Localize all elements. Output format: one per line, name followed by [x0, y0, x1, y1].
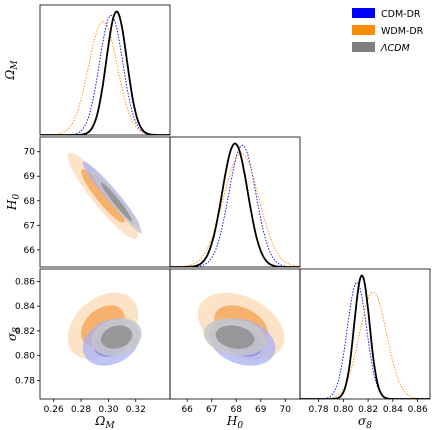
y-tick-label: 0.78: [15, 376, 35, 386]
legend-swatch: [352, 25, 375, 35]
panel-s8-h0: [197, 292, 285, 366]
panel-s8-om: [67, 292, 142, 366]
x-tick-label: 0.84: [383, 405, 403, 415]
legend-label: CDM-DR: [381, 9, 421, 20]
marginal-cdm-s8: [300, 274, 430, 399]
contour-wdmdr-inner: [81, 169, 125, 223]
axes-frame-s8-s8: [299, 268, 431, 400]
x-tick-label: 0.32: [126, 405, 146, 415]
legend-swatch: [352, 42, 375, 52]
x-tick-label: 70: [280, 405, 292, 415]
x-tick-label: 0.78: [309, 405, 329, 415]
x-tick-label: 0.26: [44, 405, 64, 415]
x-tick-label: 69: [255, 405, 267, 415]
panel-h0-om: [67, 152, 142, 240]
x-tick-label: 66: [181, 405, 193, 415]
axis-label-s8: σ8: [5, 327, 22, 341]
x-tick-label: 67: [206, 405, 217, 415]
axis-label-h0: H0: [5, 194, 22, 211]
y-tick-label: 66: [24, 246, 36, 256]
x-tick-label: 0.86: [408, 405, 428, 415]
y-tick-label: 69: [24, 172, 36, 182]
y-tick-label: 0.86: [15, 277, 35, 287]
panel-s8-s8: [300, 274, 430, 399]
marginal-cdm-h0: [170, 142, 300, 267]
axis-label-h0: H0: [226, 414, 243, 430]
contour-cdm-inner: [101, 182, 133, 222]
y-tick-label: 70: [24, 148, 36, 158]
axes-frame-om-om: [39, 4, 171, 136]
marginal-wdmdr-om: [40, 21, 170, 135]
y-tick-label: 0.82: [15, 327, 35, 337]
legend-label: ΛCDM: [380, 43, 410, 54]
marginal-cdmdr-s8: [300, 281, 430, 399]
panel-h0-h0: [170, 142, 300, 267]
legend: CDM-DR WDM-DR ΛCDM: [352, 8, 424, 54]
axes-frame-h0-h0: [169, 136, 301, 268]
y-tick-label: 67: [24, 221, 35, 231]
x-tick-label: 68: [230, 405, 242, 415]
contour-cdm-inner: [100, 325, 133, 349]
marginal-cdmdr-h0: [170, 144, 300, 267]
legend-label: WDM-DR: [381, 26, 424, 37]
marginal-cdm-om: [40, 10, 170, 135]
x-tick-label: 0.28: [71, 405, 91, 415]
axis-label-om: ΩM: [3, 60, 20, 81]
axis-label-s8: σ8: [358, 414, 372, 430]
contour-cdm-inner: [215, 325, 255, 349]
legend-swatch: [352, 8, 375, 18]
marginal-wdmdr-h0: [170, 152, 300, 267]
y-tick-label: 0.80: [15, 352, 35, 362]
axis-label-om: ΩM: [94, 414, 115, 430]
x-tick-label: 0.80: [333, 405, 353, 415]
marginal-wdmdr-s8: [300, 291, 430, 399]
y-tick-label: 0.84: [15, 302, 35, 312]
y-tick-label: 68: [24, 197, 36, 207]
panel-om-om: [40, 10, 170, 135]
x-tick-label: 0.30: [98, 405, 118, 415]
x-tick-label: 0.82: [358, 405, 378, 415]
